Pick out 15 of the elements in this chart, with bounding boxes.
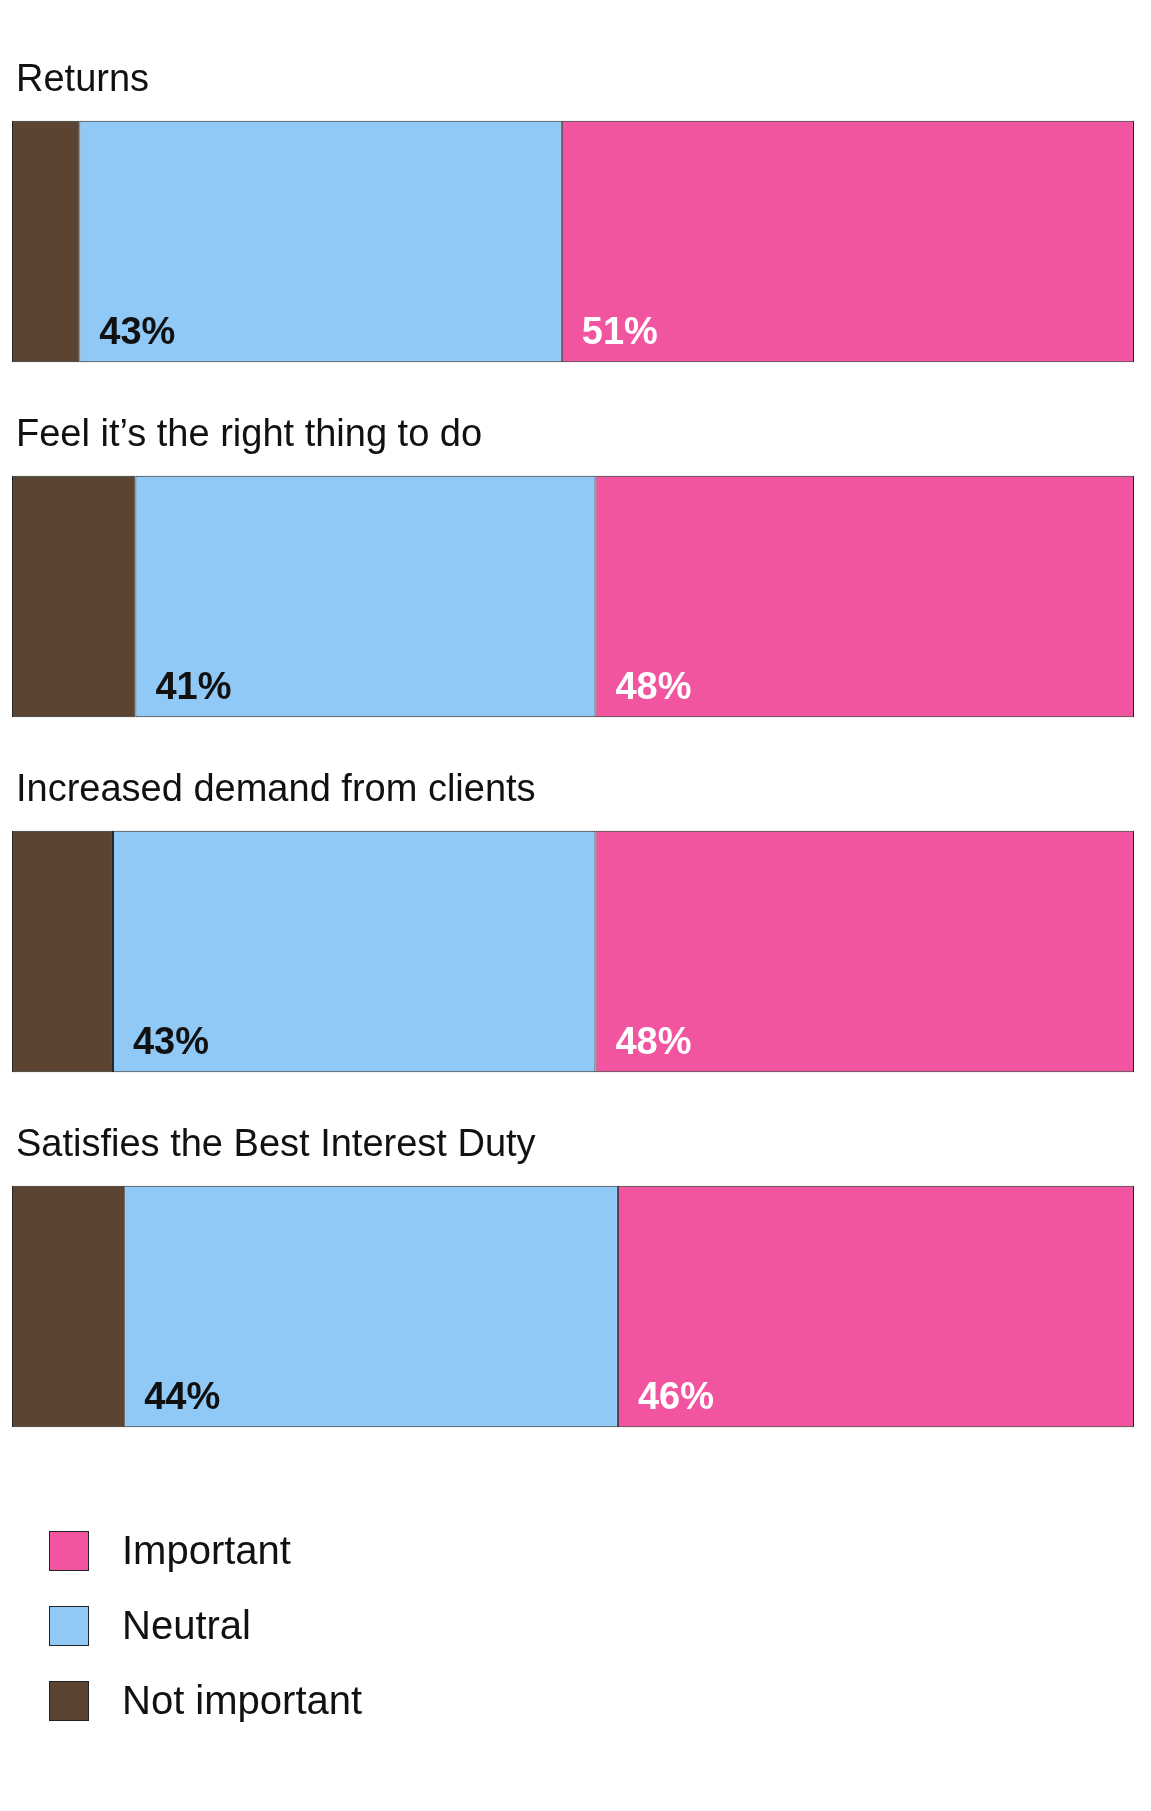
legend-label: Not important [122,1678,363,1723]
y-tick-label: Feel it’s the right thing to do [16,411,483,454]
data-label: 43% [99,310,176,353]
data-label: 46% [637,1375,714,1418]
y-tick-label: Satisfies the Best Interest Duty [16,1121,536,1164]
y-tick-label: Returns [16,56,150,99]
legend-label: Important [122,1528,291,1573]
data-label: 43% [132,1020,210,1063]
data-label: 48% [615,665,692,708]
data-label: 41% [155,665,232,708]
data-label: 51% [581,310,658,353]
data-label: 44% [144,1375,221,1418]
y-tick-label: Increased demand from clients [16,766,536,809]
data-label: 48% [615,1020,692,1063]
legend-label: Neutral [122,1603,251,1648]
